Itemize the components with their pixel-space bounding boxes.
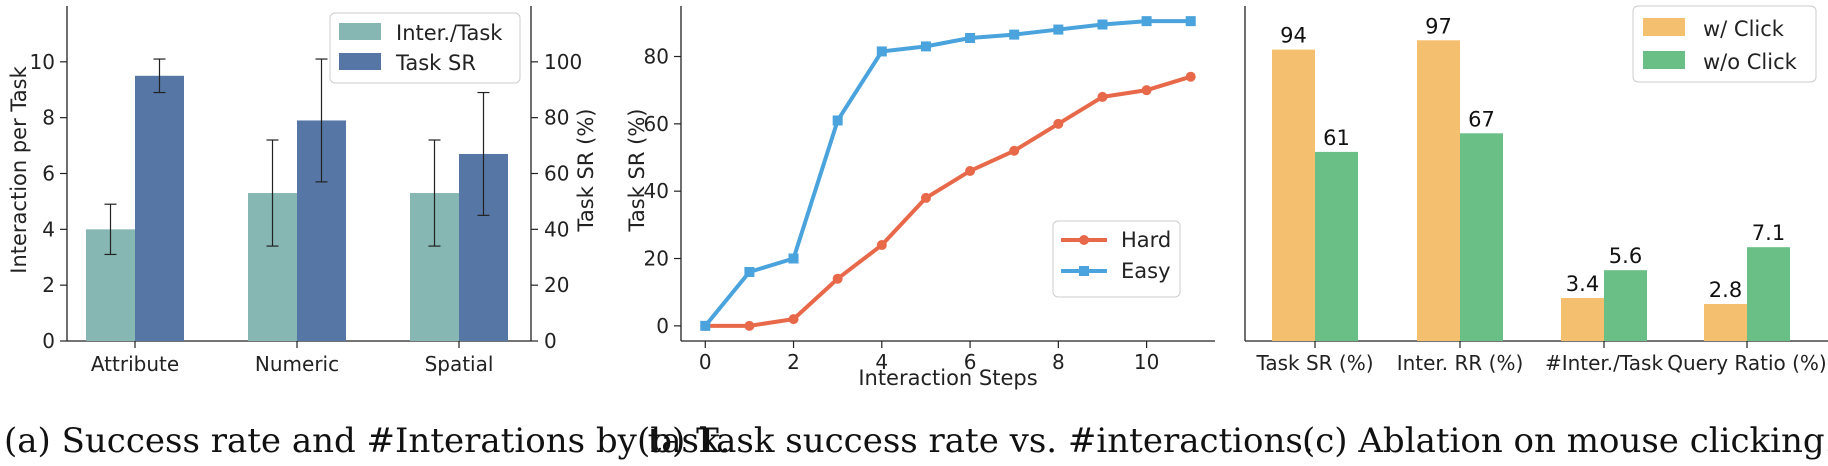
panel-b-x-tick-label: 4 bbox=[875, 350, 888, 374]
panel-b-line-easy bbox=[703, 19, 1191, 328]
panel-b-point-easy bbox=[1009, 29, 1020, 40]
panel-a-left-tick-label: 0 bbox=[42, 329, 55, 353]
panel-b-y-tick-label: 0 bbox=[656, 314, 669, 338]
panel-b-x-tick-label: 0 bbox=[699, 350, 712, 374]
panel-b-point-easy bbox=[832, 115, 843, 126]
panel-b-point-hard bbox=[1097, 91, 1108, 102]
legend-label-task-sr: Task SR bbox=[395, 51, 476, 75]
panel-b-point-easy bbox=[965, 32, 976, 43]
panel-a-x-tick-label: Numeric bbox=[255, 352, 339, 376]
legend-label-hard: Hard bbox=[1121, 228, 1171, 252]
panel-c-bar bbox=[1272, 49, 1315, 341]
panel-a-right-axis-title: Task SR (%) bbox=[574, 109, 598, 233]
panel-a-bar bbox=[135, 75, 184, 342]
panel-c-data-label: 2.8 bbox=[1709, 278, 1742, 302]
legend-swatch-with-click bbox=[1643, 18, 1685, 36]
panel-c-data-label: 94 bbox=[1280, 24, 1307, 48]
panel-a-right-tick-label: 100 bbox=[544, 50, 582, 74]
panel-a-left-axis-title: Interaction per Task bbox=[7, 65, 31, 273]
panel-c-bar bbox=[1561, 298, 1604, 341]
panel-b-x-tick-label: 6 bbox=[964, 350, 977, 374]
panel-b-point-easy bbox=[700, 320, 711, 331]
panel-a-right-tick-label: 0 bbox=[544, 329, 557, 353]
panel-a-legend: Inter./Task Task SR bbox=[329, 12, 521, 84]
panel-c-bar bbox=[1604, 270, 1647, 341]
panel-b-y-axis-title: Task SR (%) bbox=[625, 109, 649, 233]
panel-a-right-tick-label: 60 bbox=[544, 162, 569, 186]
panel-b-point-hard bbox=[788, 314, 799, 325]
panel-c-bar bbox=[1460, 133, 1503, 341]
panel-c-data-label: 3.4 bbox=[1566, 272, 1599, 296]
panel-c-data-label: 97 bbox=[1425, 14, 1452, 38]
panel-b-y-tick-label: 80 bbox=[644, 45, 669, 69]
panel-a-x-tick-label: Attribute bbox=[91, 352, 179, 376]
panel-b-point-easy bbox=[876, 46, 887, 57]
panel-b-x-tick-label: 2 bbox=[787, 350, 800, 374]
panel-b-line-hard bbox=[705, 74, 1192, 328]
panel-c-data-label: 61 bbox=[1323, 126, 1350, 150]
panel-c-data-label: 7.1 bbox=[1752, 221, 1785, 245]
legend-label-inter-task: Inter./Task bbox=[396, 21, 503, 45]
legend-marker-hard bbox=[1079, 235, 1089, 245]
panel-b-x-tick-label: 8 bbox=[1052, 350, 1065, 374]
panel-c-bar bbox=[1417, 40, 1460, 342]
panel-c-bar bbox=[1704, 304, 1747, 341]
panel-b-point-easy bbox=[1141, 16, 1152, 27]
panel-c-data-label: 67 bbox=[1468, 107, 1495, 131]
panel-c-x-tick-label: Task SR (%) bbox=[1255, 351, 1373, 375]
panel-b-x-tick-label: 10 bbox=[1134, 350, 1159, 374]
panel-a-x-tick-label: Spatial bbox=[425, 352, 494, 376]
panel-c-x-tick-label: #Inter./Task bbox=[1545, 351, 1664, 375]
panel-c-data-label: 5.6 bbox=[1609, 244, 1642, 268]
panel-b-point-hard bbox=[1185, 71, 1196, 82]
panel-c-x-tick-label: Query Ratio (%) bbox=[1667, 351, 1826, 375]
caption-c: (c) Ablation on mouse clicking. bbox=[1302, 421, 1828, 461]
legend-swatch-without-click bbox=[1643, 51, 1685, 69]
panel-b-point-hard bbox=[1009, 145, 1020, 156]
panel-a-left-tick-label: 8 bbox=[42, 106, 55, 130]
panel-a-left-tick-label: 4 bbox=[42, 217, 55, 241]
panel-b-point-hard bbox=[1141, 85, 1152, 96]
panel-b-y-tick-label: 40 bbox=[644, 179, 669, 203]
legend-marker-easy bbox=[1079, 266, 1089, 276]
panel-b-chart: 0 20 40 60 80 0 2 4 6 8 10 Task SR (%) Interaction… bbox=[625, 6, 1215, 390]
panel-b-point-hard bbox=[832, 273, 843, 284]
legend-label-without-click: w/o Click bbox=[1703, 50, 1798, 74]
panel-b-point-easy bbox=[744, 266, 755, 277]
caption-b: (b) Task success rate vs. #interactions. bbox=[637, 421, 1314, 461]
panel-b-legend: Hard Easy bbox=[1052, 220, 1181, 298]
panel-b-point-hard bbox=[744, 320, 755, 331]
panel-a-right-tick-label: 80 bbox=[544, 106, 569, 130]
panel-a-right-tick-label: 40 bbox=[544, 217, 569, 241]
panel-c-chart: Task SR (%) 94 61 Inter. RR (%) 97 67 #Inter./… bbox=[1244, 5, 1828, 375]
legend-swatch-task-sr bbox=[339, 53, 381, 70]
panel-b-point-easy bbox=[1097, 19, 1108, 30]
panel-b-point-easy bbox=[1053, 24, 1064, 35]
panel-b-y-tick-label: 60 bbox=[644, 112, 669, 136]
panel-a-left-tick-label: 6 bbox=[42, 162, 55, 186]
panel-b-point-hard bbox=[920, 192, 931, 203]
panel-c-bar bbox=[1747, 247, 1790, 341]
panel-c-legend: w/ Click w/o Click bbox=[1632, 5, 1817, 83]
panel-a-right-tick-label: 20 bbox=[544, 273, 569, 297]
panel-a-left-tick-label: 2 bbox=[42, 273, 55, 297]
panel-b-point-easy bbox=[788, 253, 799, 264]
legend-swatch-inter-task bbox=[339, 23, 381, 40]
panel-b-point-easy bbox=[920, 41, 931, 52]
panel-b-point-hard bbox=[876, 240, 887, 251]
legend-label-with-click: w/ Click bbox=[1703, 17, 1785, 41]
panel-c-x-tick-label: Inter. RR (%) bbox=[1397, 351, 1524, 375]
panel-b-point-hard bbox=[1053, 118, 1064, 129]
panel-c-bar bbox=[1315, 151, 1358, 341]
panel-b-point-hard bbox=[965, 165, 976, 176]
panel-b-y-tick-label: 20 bbox=[644, 247, 669, 271]
panel-b-x-axis-title: Interaction Steps bbox=[858, 366, 1037, 390]
panel-b-point-easy bbox=[1185, 16, 1196, 27]
panel-a-left-tick-label: 10 bbox=[30, 50, 55, 74]
legend-label-easy: Easy bbox=[1121, 259, 1171, 283]
caption-a: (a) Success rate and #Interations by tas… bbox=[4, 421, 730, 461]
